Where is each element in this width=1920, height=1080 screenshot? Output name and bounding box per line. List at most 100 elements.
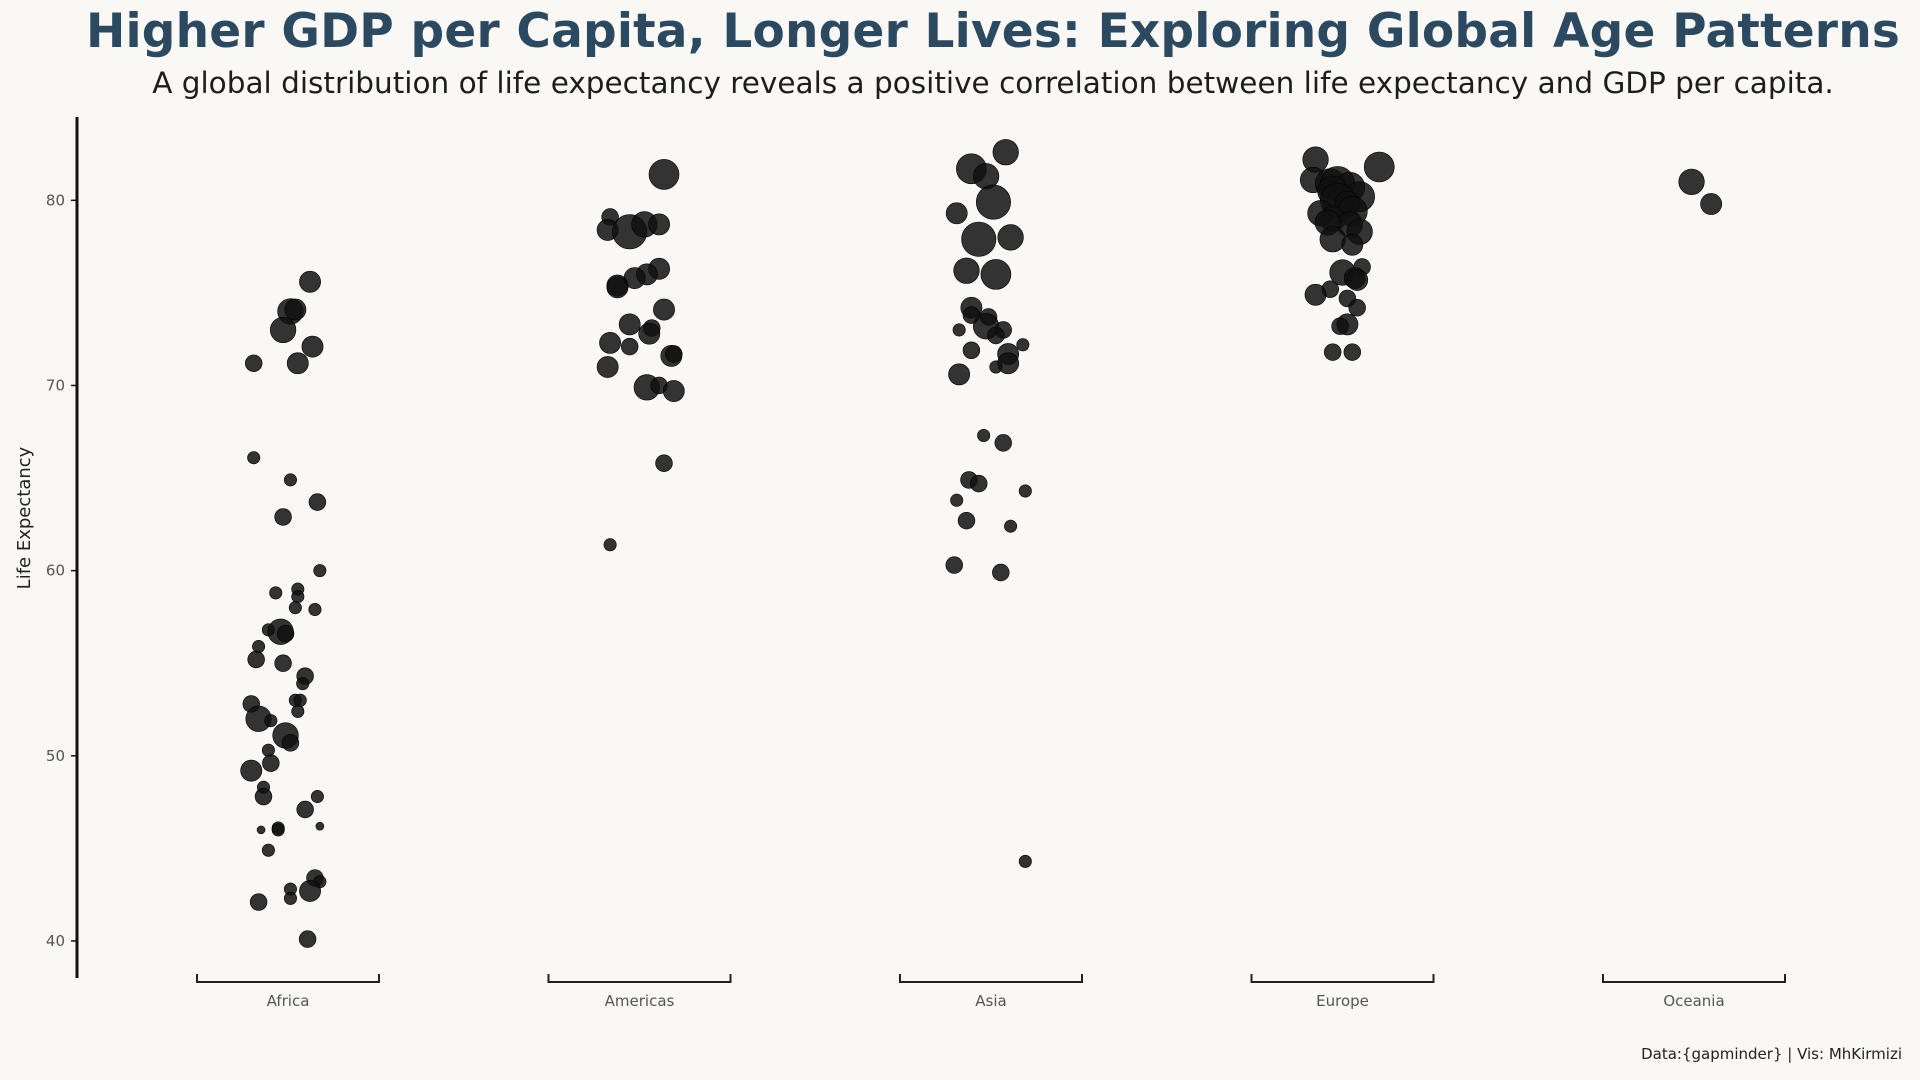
point-africa-30 xyxy=(264,714,278,728)
points-layer xyxy=(240,139,1723,948)
y-axis: 40 50 60 70 80 xyxy=(46,117,79,978)
point-africa-26 xyxy=(293,693,307,707)
chart-subtitle: A global distribution of life expectancy… xyxy=(152,66,1834,100)
x-tick-label-europe: Europe xyxy=(1316,992,1369,1010)
point-europe-28 xyxy=(1323,343,1342,361)
point-asia-28 xyxy=(957,511,976,530)
point-asia-16 xyxy=(1016,338,1030,352)
point-africa-16 xyxy=(308,603,322,617)
point-africa-24 xyxy=(296,677,310,691)
point-asia-23 xyxy=(994,434,1012,452)
point-asia-0 xyxy=(992,139,1019,166)
point-africa-42 xyxy=(271,823,285,837)
point-africa-2 xyxy=(284,298,307,321)
point-europe-1 xyxy=(1363,151,1395,183)
y-tick-label: 70 xyxy=(46,376,65,394)
point-americas-14 xyxy=(638,322,661,345)
point-americas-16 xyxy=(620,337,639,356)
point-africa-37 xyxy=(254,787,273,806)
point-europe-16 xyxy=(1319,226,1346,253)
point-africa-5 xyxy=(245,354,263,372)
point-asia-22 xyxy=(977,428,991,442)
point-europe-17 xyxy=(1341,233,1364,256)
point-asia-14 xyxy=(952,323,966,337)
x-bracket-americas xyxy=(547,974,732,983)
point-asia-30 xyxy=(945,556,963,574)
point-americas-19 xyxy=(596,356,619,378)
point-africa-7 xyxy=(247,451,261,465)
point-africa-49 xyxy=(283,891,297,905)
point-asia-6 xyxy=(997,224,1024,251)
chart-title: Higher GDP per Capita, Longer Lives: Exp… xyxy=(85,4,1901,59)
point-americas-11 xyxy=(653,298,675,321)
x-tick-label-americas: Americas xyxy=(605,992,675,1010)
point-asia-7 xyxy=(953,257,980,284)
point-asia-8 xyxy=(980,259,1012,290)
point-africa-38 xyxy=(310,790,324,804)
x-tick-label-asia: Asia xyxy=(975,992,1006,1010)
point-asia-27 xyxy=(950,493,964,507)
point-africa-10 xyxy=(274,508,292,526)
y-tick-label: 80 xyxy=(46,191,65,209)
point-africa-33 xyxy=(261,743,275,757)
x-bracket-asia xyxy=(899,974,1083,983)
x-axis: Africa Americas Asia Europe Oceania xyxy=(196,974,1786,1010)
point-asia-25 xyxy=(970,474,988,493)
point-asia-31 xyxy=(992,563,1010,582)
point-asia-20 xyxy=(989,360,1003,374)
x-bracket-europe xyxy=(1250,974,1435,983)
point-americas-24 xyxy=(603,538,617,552)
x-tick-label-oceania: Oceania xyxy=(1663,992,1724,1010)
point-asia-15 xyxy=(987,326,1005,345)
point-asia-5 xyxy=(961,221,997,257)
point-americas-10 xyxy=(606,276,629,299)
point-americas-5 xyxy=(648,213,671,236)
point-africa-35 xyxy=(240,759,263,782)
y-tick-label: 60 xyxy=(46,562,65,580)
point-asia-21 xyxy=(948,363,971,386)
point-africa-50 xyxy=(249,893,268,911)
point-africa-40 xyxy=(315,821,325,831)
point-africa-0 xyxy=(299,270,321,293)
point-americas-18 xyxy=(665,345,683,363)
point-europe-29 xyxy=(1343,343,1362,361)
point-africa-14 xyxy=(291,590,305,604)
point-asia-3 xyxy=(975,184,1011,220)
point-africa-8 xyxy=(283,473,297,487)
point-africa-21 xyxy=(247,650,265,669)
point-africa-43 xyxy=(256,825,266,835)
point-asia-17 xyxy=(962,341,981,360)
point-americas-15 xyxy=(599,331,622,354)
point-africa-48 xyxy=(299,880,321,902)
point-europe-21 xyxy=(1346,269,1369,291)
point-africa-9 xyxy=(308,493,327,511)
point-oceania-0 xyxy=(1678,168,1705,195)
x-tick-label-africa: Africa xyxy=(267,992,310,1010)
point-americas-0 xyxy=(648,159,680,190)
point-africa-34 xyxy=(262,754,280,772)
x-bracket-oceania xyxy=(1602,974,1786,983)
point-africa-11 xyxy=(313,564,327,578)
point-asia-29 xyxy=(1004,519,1018,533)
y-tick-label: 50 xyxy=(46,747,65,765)
point-americas-12 xyxy=(618,313,641,336)
point-asia-4 xyxy=(945,202,968,225)
point-africa-22 xyxy=(274,654,292,672)
point-africa-12 xyxy=(269,586,283,600)
point-europe-23 xyxy=(1304,283,1327,306)
point-americas-22 xyxy=(662,380,685,402)
source-caption: Data:{gapminder} | Vis: MhKirmizi xyxy=(1641,1045,1902,1063)
point-europe-27 xyxy=(1331,317,1349,335)
point-africa-15 xyxy=(288,601,302,615)
point-africa-19 xyxy=(276,624,295,643)
point-africa-6 xyxy=(286,352,309,375)
point-asia-32 xyxy=(1018,854,1032,868)
point-africa-28 xyxy=(291,704,305,718)
point-europe-25 xyxy=(1348,299,1366,317)
point-oceania-1 xyxy=(1700,193,1723,215)
y-axis-title: Life Expectancy xyxy=(14,446,35,589)
y-tick-label: 40 xyxy=(46,932,65,950)
point-americas-23 xyxy=(655,454,673,472)
x-bracket-africa xyxy=(196,974,380,983)
